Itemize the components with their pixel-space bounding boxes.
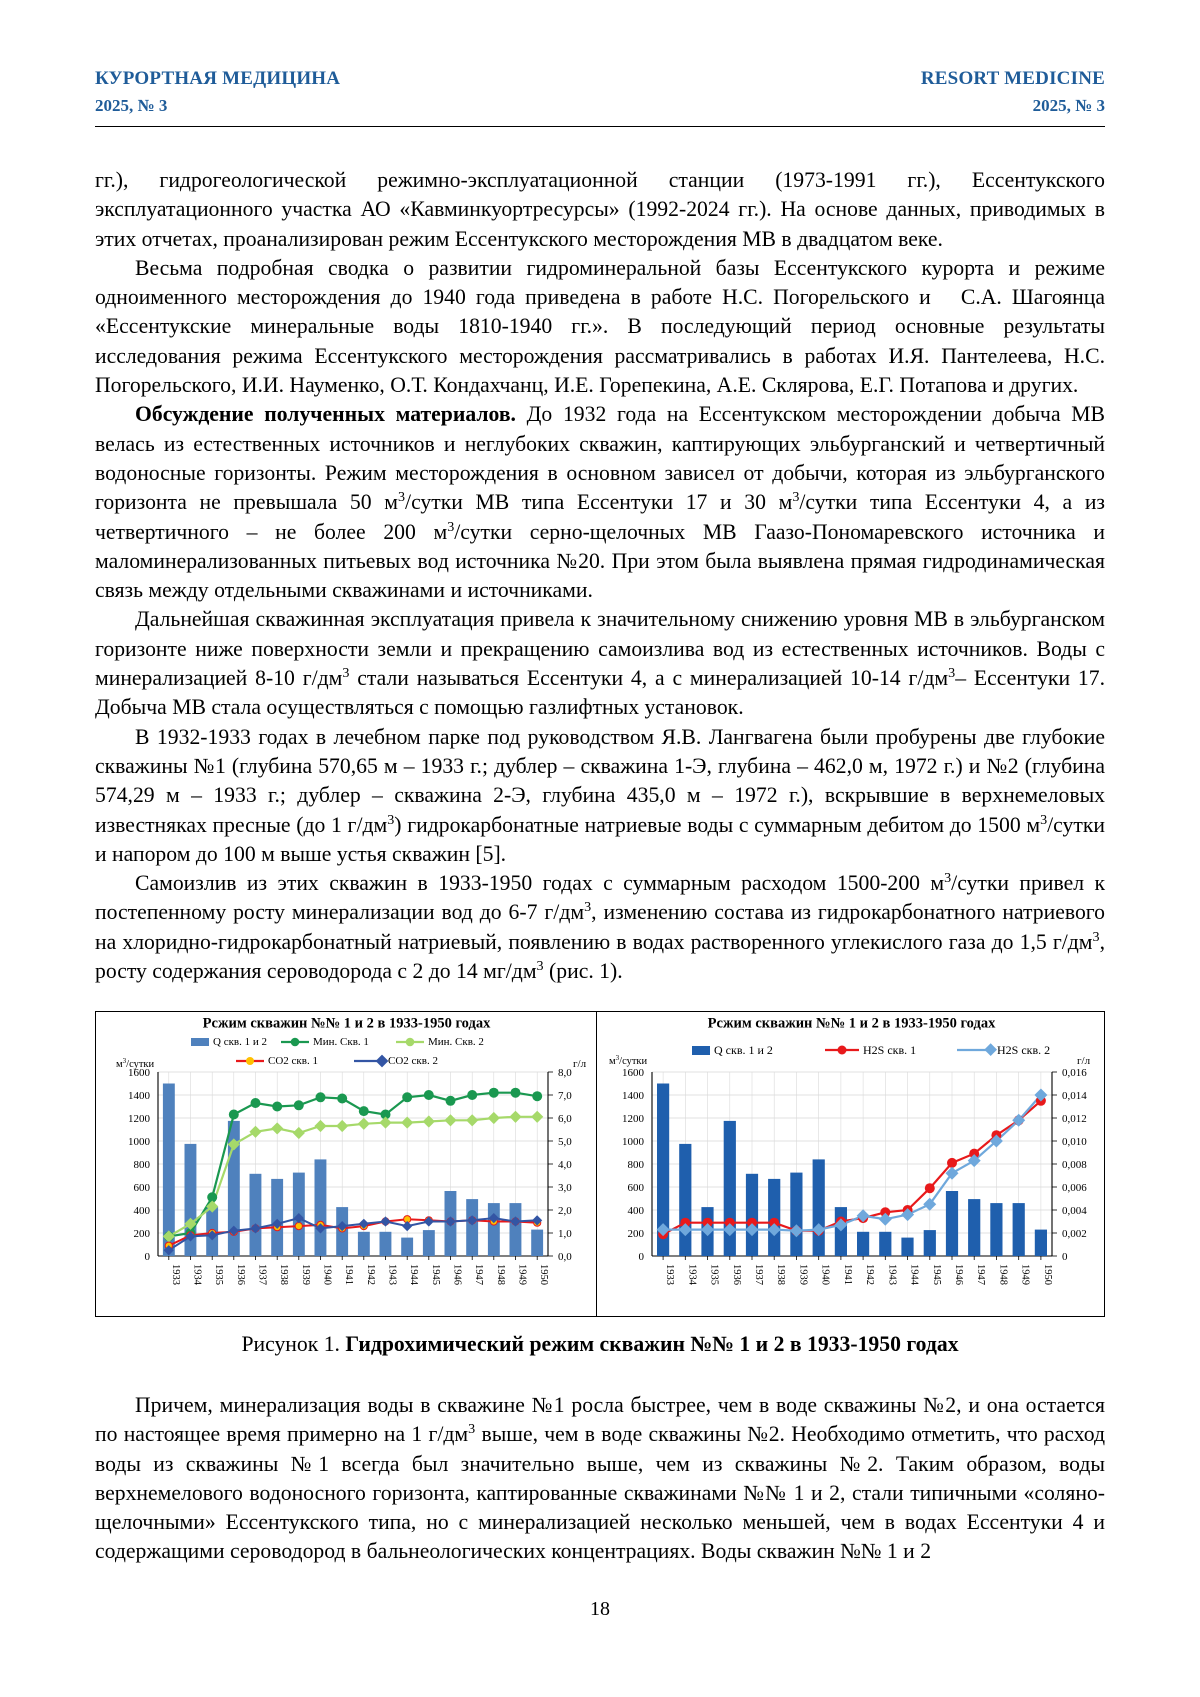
svg-text:1941: 1941 — [343, 1264, 354, 1285]
svg-text:Q скв. 1 и 2: Q скв. 1 и 2 — [213, 1036, 267, 1048]
svg-text:1948: 1948 — [495, 1264, 506, 1285]
svg-text:1944: 1944 — [908, 1264, 919, 1286]
svg-text:1941: 1941 — [841, 1264, 852, 1285]
svg-text:1947: 1947 — [473, 1264, 484, 1285]
svg-text:1946: 1946 — [953, 1264, 964, 1285]
svg-text:1936: 1936 — [235, 1264, 246, 1285]
svg-text:1949: 1949 — [1019, 1264, 1030, 1285]
svg-text:1948: 1948 — [997, 1264, 1008, 1285]
svg-text:400: 400 — [627, 1205, 644, 1217]
svg-text:1938: 1938 — [278, 1264, 289, 1285]
svg-text:0,004: 0,004 — [1062, 1205, 1087, 1217]
svg-text:1,0: 1,0 — [558, 1228, 572, 1240]
svg-text:1000: 1000 — [622, 1136, 645, 1148]
svg-text:1950: 1950 — [538, 1264, 549, 1285]
svg-text:1945: 1945 — [430, 1264, 441, 1285]
svg-text:1600: 1600 — [622, 1067, 645, 1079]
svg-text:200: 200 — [134, 1228, 151, 1240]
svg-text:1935: 1935 — [213, 1264, 224, 1285]
svg-text:CO2 скв. 2: CO2 скв. 2 — [388, 1055, 438, 1067]
svg-text:2,0: 2,0 — [558, 1205, 572, 1217]
svg-text:0: 0 — [1062, 1251, 1068, 1263]
svg-text:1943: 1943 — [886, 1264, 897, 1285]
svg-text:CO2 скв. 1: CO2 скв. 1 — [268, 1055, 318, 1067]
svg-text:1942: 1942 — [365, 1264, 376, 1285]
svg-text:1934: 1934 — [686, 1264, 697, 1286]
svg-text:1200: 1200 — [128, 1113, 151, 1125]
svg-text:0,016: 0,016 — [1062, 1067, 1087, 1079]
svg-text:3,0: 3,0 — [558, 1182, 572, 1194]
svg-text:Q скв. 1 и 2: Q скв. 1 и 2 — [714, 1043, 773, 1057]
svg-text:1944: 1944 — [408, 1264, 419, 1286]
svg-text:1000: 1000 — [128, 1136, 151, 1148]
svg-text:1400: 1400 — [622, 1090, 645, 1102]
svg-text:1945: 1945 — [930, 1264, 941, 1285]
svg-text:1600: 1600 — [128, 1067, 151, 1079]
svg-text:1933: 1933 — [664, 1264, 675, 1285]
svg-text:0,014: 0,014 — [1062, 1090, 1087, 1102]
svg-text:1939: 1939 — [300, 1264, 311, 1285]
svg-text:0,010: 0,010 — [1062, 1136, 1087, 1148]
svg-text:0,012: 0,012 — [1062, 1113, 1087, 1125]
svg-text:1936: 1936 — [730, 1264, 741, 1285]
svg-text:1935: 1935 — [708, 1264, 719, 1285]
svg-text:м3/сутки: м3/сутки — [609, 1054, 648, 1067]
svg-text:Рсжим скважин №№ 1 и 2 в 1933-: Рсжим скважин №№ 1 и 2 в 1933-1950 годах — [707, 1016, 995, 1032]
svg-text:1943: 1943 — [387, 1264, 398, 1285]
svg-text:8,0: 8,0 — [558, 1067, 572, 1079]
svg-text:800: 800 — [134, 1159, 151, 1171]
svg-text:1939: 1939 — [797, 1264, 808, 1285]
svg-text:1950: 1950 — [1041, 1264, 1052, 1285]
svg-text:1938: 1938 — [775, 1264, 786, 1285]
svg-text:0,008: 0,008 — [1062, 1159, 1087, 1171]
svg-text:7,0: 7,0 — [558, 1090, 572, 1102]
svg-text:0,002: 0,002 — [1062, 1228, 1087, 1240]
svg-text:Мин. Скв. 2: Мин. Скв. 2 — [428, 1036, 484, 1048]
svg-text:1940: 1940 — [819, 1264, 830, 1285]
svg-text:6,0: 6,0 — [558, 1113, 572, 1125]
svg-text:0,006: 0,006 — [1062, 1182, 1087, 1194]
svg-text:1200: 1200 — [622, 1113, 645, 1125]
svg-text:1937: 1937 — [753, 1264, 764, 1285]
svg-text:1946: 1946 — [452, 1264, 463, 1285]
svg-text:Рсжим скважин №№ 1 и 2 в 1933-: Рсжим скважин №№ 1 и 2 в 1933-1950 годах — [203, 1016, 491, 1032]
svg-text:600: 600 — [627, 1182, 644, 1194]
svg-text:1400: 1400 — [128, 1090, 151, 1102]
svg-text:0,0: 0,0 — [558, 1251, 572, 1263]
svg-text:0: 0 — [145, 1251, 151, 1263]
svg-text:4,0: 4,0 — [558, 1159, 572, 1171]
svg-text:5,0: 5,0 — [558, 1136, 572, 1148]
svg-text:г/л: г/л — [1077, 1055, 1091, 1067]
svg-text:1934: 1934 — [192, 1264, 203, 1286]
svg-text:1940: 1940 — [322, 1264, 333, 1285]
svg-text:600: 600 — [134, 1182, 151, 1194]
svg-text:1937: 1937 — [257, 1264, 268, 1285]
svg-text:1947: 1947 — [975, 1264, 986, 1285]
svg-text:800: 800 — [627, 1159, 644, 1171]
svg-text:1933: 1933 — [170, 1264, 181, 1285]
svg-text:Мин. Скв. 1: Мин. Скв. 1 — [313, 1036, 369, 1048]
svg-text:г/л: г/л — [573, 1058, 587, 1070]
svg-text:0: 0 — [638, 1251, 644, 1263]
svg-text:1949: 1949 — [517, 1264, 528, 1285]
svg-text:200: 200 — [627, 1228, 644, 1240]
svg-text:H2S скв. 2: H2S скв. 2 — [997, 1043, 1050, 1057]
svg-text:1942: 1942 — [864, 1264, 875, 1285]
svg-text:400: 400 — [134, 1205, 151, 1217]
svg-text:H2S скв. 1: H2S скв. 1 — [863, 1043, 916, 1057]
